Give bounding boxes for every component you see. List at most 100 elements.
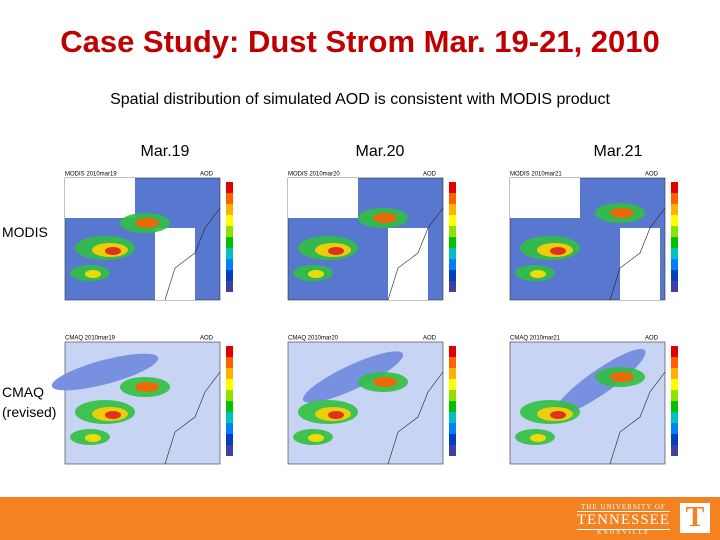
panel-title: CMAQ 2010mar20 (288, 336, 339, 342)
colorbar-cell (449, 215, 456, 226)
map: CMAQ 2010mar20 AOD (287, 336, 456, 465)
colorbar-cell (449, 445, 456, 456)
colorbar-cell (671, 270, 678, 281)
aod-blob (85, 270, 101, 278)
map: MODIS 2010mar21 AOD (509, 172, 678, 301)
aod-blob (105, 411, 121, 419)
wordmark-line: KNOXVILLE (597, 530, 650, 536)
no-data (388, 228, 428, 300)
colorbar-cell (671, 445, 678, 456)
panel-variable: AOD (200, 336, 214, 342)
colorbar-cell (671, 215, 678, 226)
aod-blob (610, 208, 634, 218)
colorbar-cell (671, 226, 678, 237)
coastline (164, 207, 221, 301)
coastline (387, 371, 444, 465)
aod-blob (550, 247, 566, 255)
colorbar-cell (226, 434, 233, 445)
map-panel: MODIS 2010mar21 AOD (490, 168, 690, 304)
panel-title: MODIS 2010mar21 (510, 172, 562, 178)
colorbar-cell (226, 401, 233, 412)
plume (51, 353, 159, 391)
no-data (65, 178, 135, 218)
colorbar-cell (671, 401, 678, 412)
colorbar-cell (671, 193, 678, 204)
coastline (387, 207, 444, 301)
aod-blob (308, 270, 324, 278)
panel-variable: AOD (645, 172, 659, 178)
colorbar-cell (449, 270, 456, 281)
panel-title: CMAQ 2010mar19 (65, 336, 116, 342)
aod-blob (85, 434, 101, 442)
colorbar-cell (449, 368, 456, 379)
plume (302, 351, 404, 403)
column-label: Mar.20 (355, 143, 405, 160)
colorbar-cell (449, 379, 456, 390)
panel-variable: AOD (423, 336, 437, 342)
colorbar-cell (449, 412, 456, 423)
colorbar-cell (449, 248, 456, 259)
row-label: MODIS (2, 224, 48, 240)
colorbar-cell (449, 193, 456, 204)
aod-blob (373, 377, 397, 387)
colorbar-cell (226, 423, 233, 434)
wordmark-line: THE UNIVERSITY OF (581, 503, 666, 511)
colorbar-cell (671, 204, 678, 215)
colorbar-cell (226, 412, 233, 423)
colorbar-cell (449, 346, 456, 357)
colorbar-cell (671, 434, 678, 445)
aod-blob (373, 213, 397, 223)
colorbar-cell (226, 259, 233, 270)
colorbar-cell (226, 270, 233, 281)
colorbar-cell (671, 182, 678, 193)
colorbar-cell (449, 182, 456, 193)
colorbar-cell (671, 379, 678, 390)
aod-blob (530, 270, 546, 278)
title: Case Study: Dust Strom Mar. 19-21, 2010 (60, 24, 660, 59)
colorbar-cell (671, 412, 678, 423)
colorbar-cell (449, 204, 456, 215)
row-label: CMAQ (2, 384, 44, 400)
map-panel: MODIS 2010mar19 AOD (45, 168, 245, 304)
map: MODIS 2010mar19 AOD (64, 172, 233, 301)
map: CMAQ 2010mar19 AOD (51, 336, 233, 465)
column-label: Mar.19 (140, 143, 190, 160)
map-panel: MODIS 2010mar20 AOD (268, 168, 468, 304)
map: MODIS 2010mar20 AOD (287, 172, 456, 301)
panel-title: MODIS 2010mar20 (288, 172, 340, 178)
colorbar-cell (671, 281, 678, 292)
no-data (510, 178, 580, 218)
panel-title: CMAQ 2010mar21 (510, 336, 561, 342)
aod-blob (610, 372, 634, 382)
aod-blob (328, 247, 344, 255)
aod-blob (550, 411, 566, 419)
colorbar-cell (449, 281, 456, 292)
colorbar-cell (226, 357, 233, 368)
colorbar-cell (449, 390, 456, 401)
no-data (620, 228, 660, 300)
aod-blob (328, 411, 344, 419)
colorbar-cell (226, 193, 233, 204)
panel-title: MODIS 2010mar19 (65, 172, 117, 178)
wordmark-line: TENNESSEE (576, 511, 670, 530)
coastline (164, 371, 221, 465)
colorbar-cell (671, 259, 678, 270)
map-panel: CMAQ 2010mar20 AOD (268, 332, 468, 468)
coastline (609, 371, 666, 465)
colorbar-cell (671, 248, 678, 259)
colorbar-cell (671, 368, 678, 379)
panel-variable: AOD (200, 172, 214, 178)
colorbar-cell (226, 445, 233, 456)
colorbar-cell (671, 390, 678, 401)
no-data (288, 178, 358, 218)
colorbar-cell (449, 423, 456, 434)
colorbar-cell (226, 204, 233, 215)
colorbar-cell (671, 423, 678, 434)
colorbar-cell (449, 434, 456, 445)
map-panel: CMAQ 2010mar21 AOD (490, 332, 690, 468)
panel-variable: AOD (423, 172, 437, 178)
no-data (155, 228, 195, 300)
coastline (609, 207, 666, 301)
column-label: Mar.21 (593, 143, 643, 160)
